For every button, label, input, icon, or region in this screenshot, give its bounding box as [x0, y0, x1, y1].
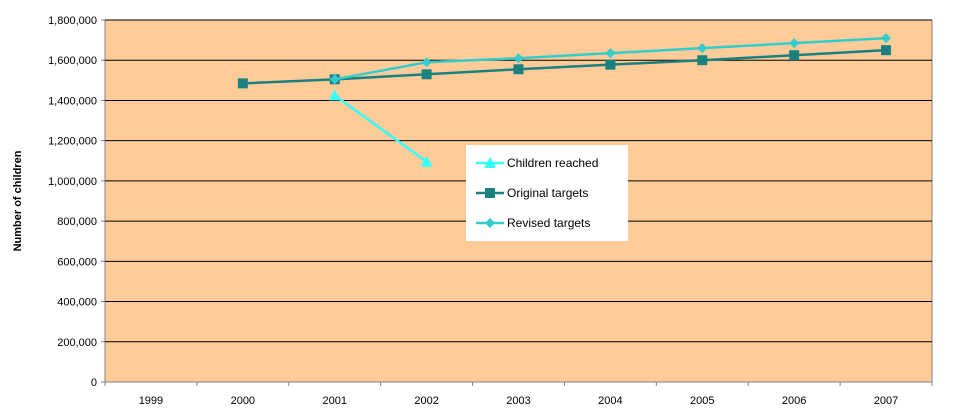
y-tick-label: 1,000,000 — [48, 176, 97, 188]
x-tick-label: 2002 — [414, 395, 438, 407]
x-tick-label: 2001 — [322, 395, 346, 407]
y-tick-label: 800,000 — [57, 216, 97, 228]
x-tick-label: 2006 — [782, 395, 806, 407]
data-point — [605, 59, 616, 70]
data-point — [421, 57, 432, 68]
y-tick-label: 1,200,000 — [48, 136, 97, 148]
x-tick-label: 1999 — [139, 395, 163, 407]
data-point — [513, 53, 524, 64]
data-point — [697, 43, 708, 54]
y-tick-label: 400,000 — [57, 297, 97, 309]
data-point — [420, 155, 433, 167]
legend-item: Children reached — [476, 156, 598, 170]
data-point — [421, 69, 432, 80]
y-tick-label: 1,400,000 — [48, 95, 97, 107]
y-tick-label: 600,000 — [57, 256, 97, 268]
legend: Children reached Original targets Revised … — [466, 145, 628, 241]
series-revised-targets — [329, 33, 892, 85]
x-tick-label: 2005 — [690, 395, 714, 407]
data-point — [881, 33, 892, 44]
x-tick-label: 2004 — [598, 395, 622, 407]
series-line — [242, 48, 887, 85]
data-point — [697, 55, 708, 66]
y-tick-label: 0 — [91, 377, 97, 389]
data-point — [329, 74, 340, 85]
x-tick-label: 2003 — [506, 395, 530, 407]
x-tick-label: 2000 — [231, 395, 255, 407]
legend-marker — [485, 188, 495, 198]
data-point — [513, 64, 524, 75]
legend-label: Revised targets — [507, 216, 590, 230]
data-point — [605, 48, 616, 59]
legend-label: Original targets — [507, 186, 588, 200]
legend-item: Revised targets — [476, 216, 590, 230]
data-point — [789, 50, 800, 61]
data-point — [881, 45, 892, 56]
legend-marker — [485, 218, 495, 228]
x-tick-label: 2007 — [874, 395, 898, 407]
y-tick-label: 200,000 — [57, 337, 97, 349]
series-children-reached — [328, 89, 433, 167]
data-point — [789, 38, 800, 49]
data-point — [237, 78, 248, 89]
y-tick-label: 1,800,000 — [48, 15, 97, 27]
gridlines — [105, 19, 932, 343]
y-tick-label: 1,600,000 — [48, 55, 97, 67]
legend-label: Children reached — [507, 156, 598, 170]
legend-item: Original targets — [476, 186, 588, 200]
y-axis-title: Number of children — [12, 150, 24, 251]
legend-marker — [484, 157, 496, 168]
axes: 0 200,000 400,000 600,000 800,000 1,000,000 1,… — [48, 15, 933, 407]
data-point — [328, 89, 341, 101]
series-lines — [237, 33, 892, 167]
series-line — [333, 94, 428, 163]
